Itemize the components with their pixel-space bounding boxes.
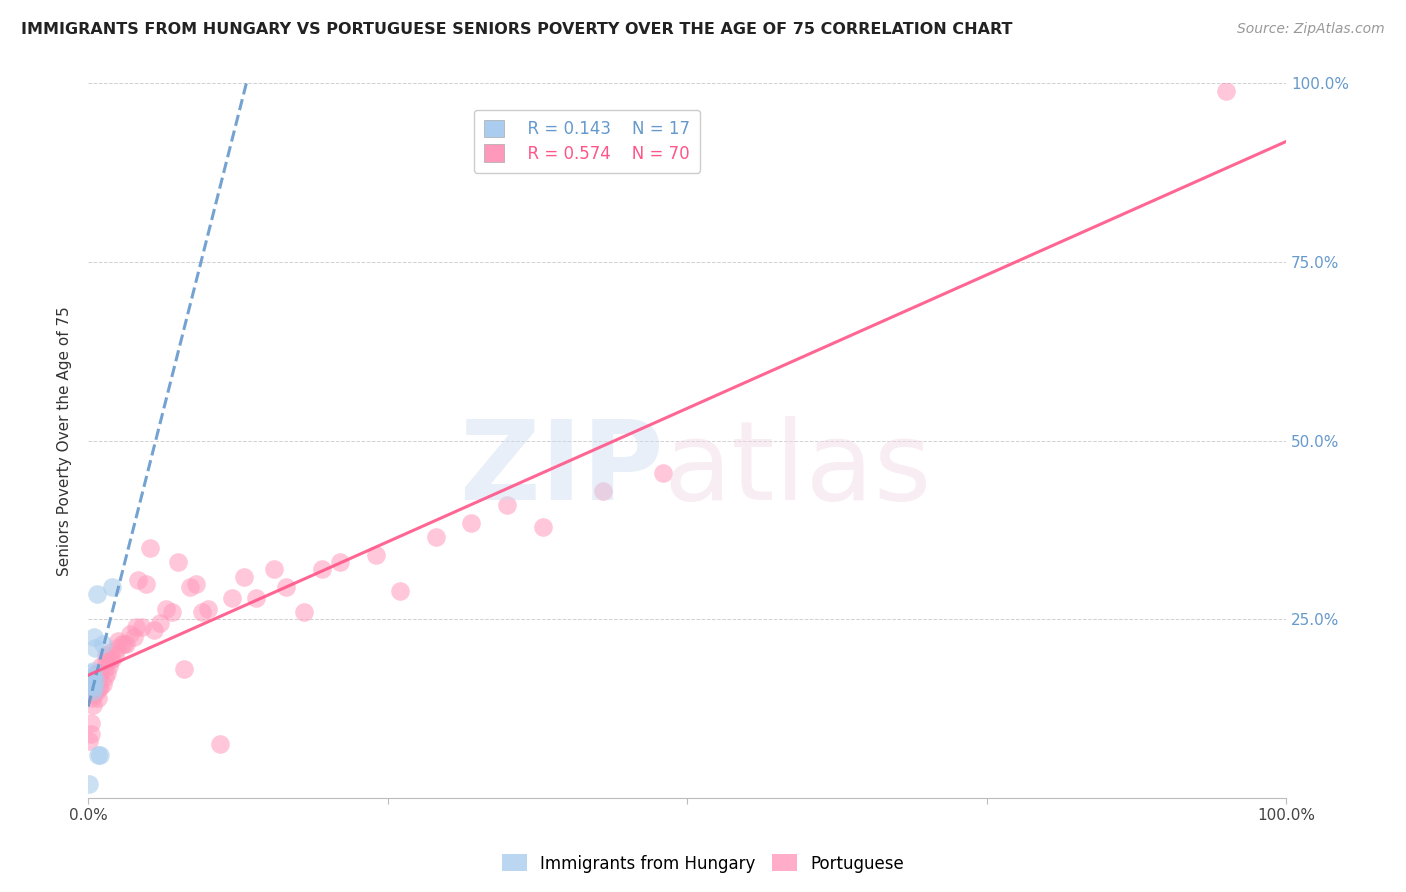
- Point: [652, 466, 675, 480]
- Point: [79, 734, 101, 748]
- Point: [425, 530, 447, 544]
- Legend:   R = 0.143    N = 17,   R = 0.574    N = 70: R = 0.143 N = 17, R = 0.574 N = 70: [474, 110, 700, 173]
- Point: [80, 677, 103, 691]
- Point: [388, 583, 411, 598]
- Point: [184, 576, 207, 591]
- Text: Source: ZipAtlas.com: Source: ZipAtlas.com: [1237, 22, 1385, 37]
- Y-axis label: Seniors Poverty Over the Age of 75: Seniors Poverty Over the Age of 75: [58, 306, 72, 575]
- Point: [112, 637, 135, 651]
- Point: [96, 665, 118, 680]
- Point: [82, 698, 104, 713]
- Point: [80, 669, 103, 683]
- Point: [127, 573, 149, 587]
- Point: [107, 633, 129, 648]
- Point: [103, 648, 125, 662]
- Point: [84, 640, 107, 655]
- Point: [120, 626, 142, 640]
- Point: [311, 562, 333, 576]
- Point: [93, 662, 115, 676]
- Text: IMMIGRANTS FROM HUNGARY VS PORTUGUESE SENIORS POVERTY OVER THE AGE OF 75 CORRELA: IMMIGRANTS FROM HUNGARY VS PORTUGUESE SE…: [21, 22, 1012, 37]
- Point: [94, 655, 117, 669]
- Text: atlas: atlas: [664, 416, 932, 523]
- Point: [94, 669, 117, 683]
- Point: [87, 681, 110, 695]
- Point: [143, 623, 166, 637]
- Point: [135, 576, 157, 591]
- Point: [329, 555, 352, 569]
- Point: [197, 601, 219, 615]
- Point: [101, 651, 124, 665]
- Point: [89, 681, 111, 695]
- Point: [83, 681, 105, 695]
- Point: [82, 673, 104, 688]
- Point: [86, 665, 108, 680]
- Point: [149, 615, 172, 630]
- Point: [460, 516, 482, 530]
- Point: [87, 748, 110, 763]
- Point: [101, 580, 124, 594]
- Point: [79, 681, 101, 695]
- Point: [139, 541, 162, 555]
- Point: [232, 569, 254, 583]
- Point: [79, 727, 101, 741]
- Point: [83, 681, 105, 695]
- Text: ZIP: ZIP: [460, 416, 664, 523]
- Point: [86, 684, 108, 698]
- Point: [292, 605, 315, 619]
- Point: [208, 738, 231, 752]
- Point: [179, 580, 201, 594]
- Point: [83, 688, 105, 702]
- Point: [97, 658, 120, 673]
- Point: [167, 555, 190, 569]
- Point: [91, 677, 114, 691]
- Point: [592, 483, 614, 498]
- Point: [91, 637, 114, 651]
- Point: [98, 651, 121, 665]
- Point: [111, 637, 134, 651]
- Point: [80, 691, 103, 706]
- Point: [122, 630, 145, 644]
- Point: [221, 591, 243, 605]
- Point: [125, 619, 148, 633]
- Point: [79, 716, 101, 731]
- Point: [173, 662, 195, 676]
- Point: [245, 591, 267, 605]
- Point: [83, 630, 105, 644]
- Point: [496, 498, 519, 512]
- Point: [79, 777, 101, 791]
- Point: [80, 681, 103, 695]
- Point: [131, 619, 153, 633]
- Point: [191, 605, 214, 619]
- Point: [155, 601, 177, 615]
- Point: [90, 658, 112, 673]
- Point: [531, 519, 554, 533]
- Point: [100, 644, 122, 658]
- Point: [87, 673, 110, 688]
- Point: [87, 665, 110, 680]
- Point: [80, 673, 103, 688]
- Point: [160, 605, 183, 619]
- Point: [115, 637, 138, 651]
- Point: [84, 677, 107, 691]
- Point: [1215, 84, 1237, 98]
- Point: [105, 640, 128, 655]
- Point: [263, 562, 285, 576]
- Point: [94, 648, 117, 662]
- Point: [86, 587, 108, 601]
- Point: [79, 665, 101, 680]
- Point: [82, 664, 104, 678]
- Point: [84, 673, 107, 688]
- Legend: Immigrants from Hungary, Portuguese: Immigrants from Hungary, Portuguese: [495, 847, 911, 880]
- Point: [89, 748, 111, 763]
- Point: [364, 548, 387, 562]
- Point: [82, 684, 104, 698]
- Point: [89, 665, 111, 680]
- Point: [87, 691, 110, 706]
- Point: [274, 580, 297, 594]
